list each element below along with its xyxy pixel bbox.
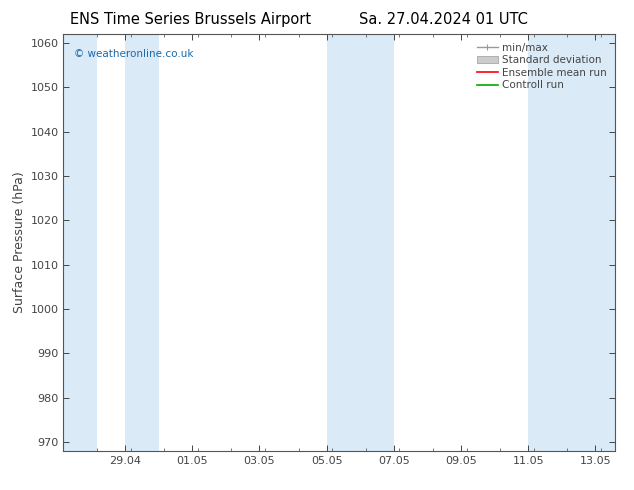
- Bar: [528, 34, 615, 451]
- Legend: min/max, Standard deviation, Ensemble mean run, Controll run: min/max, Standard deviation, Ensemble me…: [474, 40, 610, 94]
- Y-axis label: Surface Pressure (hPa): Surface Pressure (hPa): [13, 172, 26, 314]
- Text: ENS Time Series Brussels Airport: ENS Time Series Brussels Airport: [70, 12, 311, 27]
- Text: Sa. 27.04.2024 01 UTC: Sa. 27.04.2024 01 UTC: [359, 12, 528, 27]
- Bar: [327, 34, 394, 451]
- Text: © weatheronline.co.uk: © weatheronline.co.uk: [74, 49, 194, 59]
- Bar: [63, 34, 97, 451]
- Bar: [125, 34, 158, 451]
